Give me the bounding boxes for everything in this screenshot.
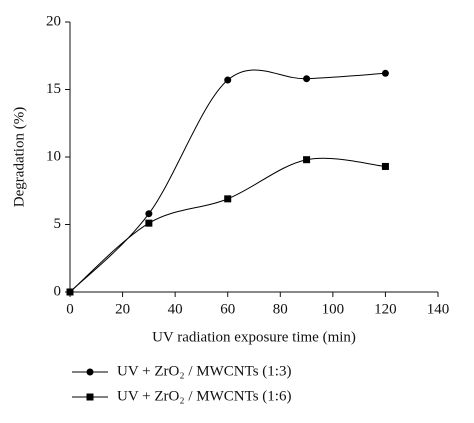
marker-circle <box>303 75 311 83</box>
y-tick-label: 20 <box>46 13 61 29</box>
marker-circle <box>86 368 94 376</box>
x-tick-label: 100 <box>322 301 345 317</box>
x-tick-label: 120 <box>374 301 397 317</box>
legend-label: UV + ZrO₂ / MWCNTs (1:3) <box>117 363 291 379</box>
marker-circle <box>224 76 232 84</box>
x-tick-label: 0 <box>66 301 74 317</box>
marker-square <box>86 393 94 401</box>
series-line <box>69 69 386 293</box>
marker-square <box>224 195 232 203</box>
x-axis-label: UV radiation exposure time (min) <box>152 329 356 345</box>
y-tick-label: 5 <box>54 216 62 232</box>
y-tick-label: 0 <box>54 283 62 299</box>
marker-circle <box>145 210 153 218</box>
marker-square <box>145 219 153 227</box>
x-tick-label: 20 <box>115 301 130 317</box>
y-tick-label: 15 <box>46 81 61 97</box>
x-tick-label: 80 <box>273 301 288 317</box>
legend-label: UV + ZrO₂ / MWCNTs (1:6) <box>117 388 291 404</box>
marker-square <box>303 156 311 164</box>
x-tick-label: 60 <box>220 301 235 317</box>
x-tick-label: 140 <box>427 301 450 317</box>
marker-circle <box>381 69 389 77</box>
x-tick-label: 40 <box>168 301 183 317</box>
marker-square <box>381 162 389 170</box>
y-tick-label: 10 <box>46 148 61 164</box>
series-line <box>69 157 386 293</box>
y-axis-label: Degradation (%) <box>11 107 27 207</box>
marker-square <box>66 288 74 296</box>
